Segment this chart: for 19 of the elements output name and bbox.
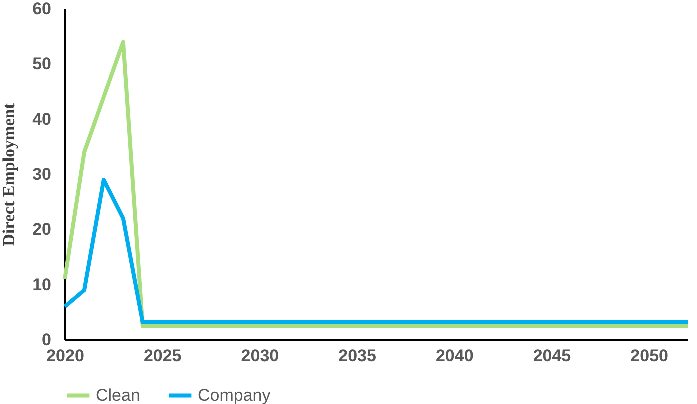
x-tick-label: 2035 — [338, 346, 376, 366]
y-tick-label: 0 — [42, 330, 52, 350]
y-tick-label: 60 — [32, 0, 52, 18]
x-tick-label: 2040 — [436, 346, 474, 366]
legend-label: Clean — [96, 386, 140, 404]
y-tick-label: 20 — [32, 220, 52, 240]
x-tick-label: 2050 — [630, 346, 668, 366]
line-series — [63, 178, 690, 324]
x-tick-label: 2025 — [144, 346, 182, 366]
x-tick-label: 2030 — [241, 346, 280, 366]
x-tick-label: 2020 — [46, 346, 84, 366]
x-tick-label: 2045 — [533, 346, 572, 366]
line-series — [63, 40, 690, 328]
y-tick-label: 50 — [32, 54, 52, 74]
y-tick-label: 30 — [32, 165, 52, 184]
y-tick-label: 40 — [32, 110, 52, 129]
y-axis-title: Direct Employment — [0, 103, 19, 246]
legend-label: Company — [198, 386, 272, 404]
y-tick-label: 10 — [32, 275, 52, 294]
